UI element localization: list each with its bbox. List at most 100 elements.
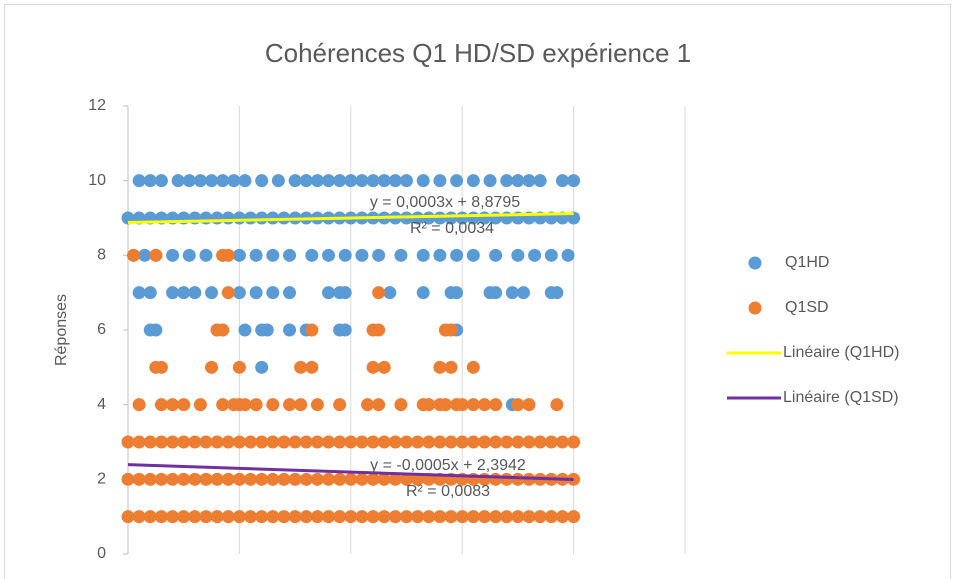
- point: [288, 510, 302, 524]
- point: [444, 510, 458, 524]
- point: [182, 248, 196, 262]
- point: [489, 510, 503, 524]
- point: [154, 472, 168, 486]
- point: [489, 286, 503, 300]
- point: [400, 510, 413, 524]
- point: [366, 360, 380, 374]
- point: [299, 174, 313, 188]
- point: [416, 286, 430, 300]
- point: [177, 435, 191, 449]
- point: [366, 510, 380, 524]
- point: [221, 248, 235, 262]
- point: [238, 323, 252, 337]
- point: [438, 398, 452, 412]
- point: [433, 435, 447, 449]
- point: [466, 398, 480, 412]
- point: [283, 323, 297, 337]
- y-tick-label: 8: [97, 247, 106, 264]
- point: [344, 435, 358, 449]
- point: [166, 398, 180, 412]
- trendline-label: R² = 0,0083: [406, 483, 490, 500]
- point: [422, 398, 436, 412]
- point: [266, 510, 280, 524]
- point: [383, 286, 397, 300]
- point: [249, 398, 263, 412]
- point: [455, 398, 469, 412]
- point: [177, 472, 191, 486]
- point: [411, 472, 425, 486]
- point: [221, 286, 235, 300]
- point: [355, 435, 369, 449]
- legend-label: Q1SD: [785, 299, 829, 316]
- point: [266, 211, 280, 225]
- point: [177, 286, 191, 300]
- point: [177, 398, 191, 412]
- point: [500, 435, 514, 449]
- point: [388, 510, 402, 524]
- point: [416, 174, 430, 188]
- point: [166, 472, 180, 486]
- point: [238, 398, 252, 412]
- point: [550, 398, 564, 412]
- point: [132, 510, 146, 524]
- point: [477, 435, 491, 449]
- point: [355, 174, 369, 188]
- point: [322, 174, 336, 188]
- trendline-label: y = -0,0005x + 2,3942: [370, 457, 526, 474]
- point: [238, 174, 252, 188]
- point: [505, 286, 519, 300]
- point: [400, 472, 413, 486]
- point: [132, 472, 146, 486]
- point: [450, 248, 464, 262]
- point: [511, 248, 525, 262]
- point: [255, 472, 269, 486]
- point: [283, 248, 297, 262]
- point: [154, 510, 168, 524]
- point: [338, 248, 352, 262]
- point: [277, 510, 291, 524]
- point: [166, 286, 180, 300]
- point: [310, 510, 324, 524]
- point: [255, 360, 269, 374]
- point: [511, 435, 525, 449]
- point: [255, 174, 269, 188]
- point: [154, 360, 168, 374]
- point: [132, 435, 146, 449]
- point: [355, 472, 369, 486]
- point: [455, 435, 469, 449]
- point: [338, 286, 352, 300]
- point: [400, 174, 413, 188]
- point: [455, 510, 469, 524]
- point: [249, 248, 263, 262]
- point: [333, 435, 347, 449]
- point: [193, 174, 207, 188]
- point: [489, 435, 503, 449]
- y-tick-label: 0: [97, 545, 106, 562]
- point: [266, 435, 280, 449]
- point: [433, 174, 447, 188]
- point: [388, 472, 402, 486]
- point: [205, 360, 219, 374]
- point: [555, 510, 569, 524]
- legend-label: Linéaire (Q1HD): [783, 344, 899, 361]
- point: [533, 174, 547, 188]
- point: [244, 435, 258, 449]
- point: [205, 286, 219, 300]
- point: [466, 174, 480, 188]
- point: [355, 510, 369, 524]
- point: [244, 211, 258, 225]
- point: [171, 174, 185, 188]
- point: [400, 435, 413, 449]
- point: [266, 286, 280, 300]
- point: [232, 435, 246, 449]
- point: [205, 174, 219, 188]
- point: [411, 435, 425, 449]
- point: [232, 472, 246, 486]
- point: [322, 248, 336, 262]
- point: [466, 435, 480, 449]
- point: [422, 510, 436, 524]
- point: [333, 510, 347, 524]
- point: [511, 174, 525, 188]
- point: [266, 398, 280, 412]
